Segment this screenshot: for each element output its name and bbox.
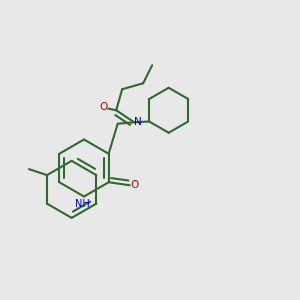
Text: NH: NH xyxy=(75,199,90,209)
Text: O: O xyxy=(99,102,107,112)
Text: O: O xyxy=(130,180,138,190)
Text: N: N xyxy=(134,117,142,127)
